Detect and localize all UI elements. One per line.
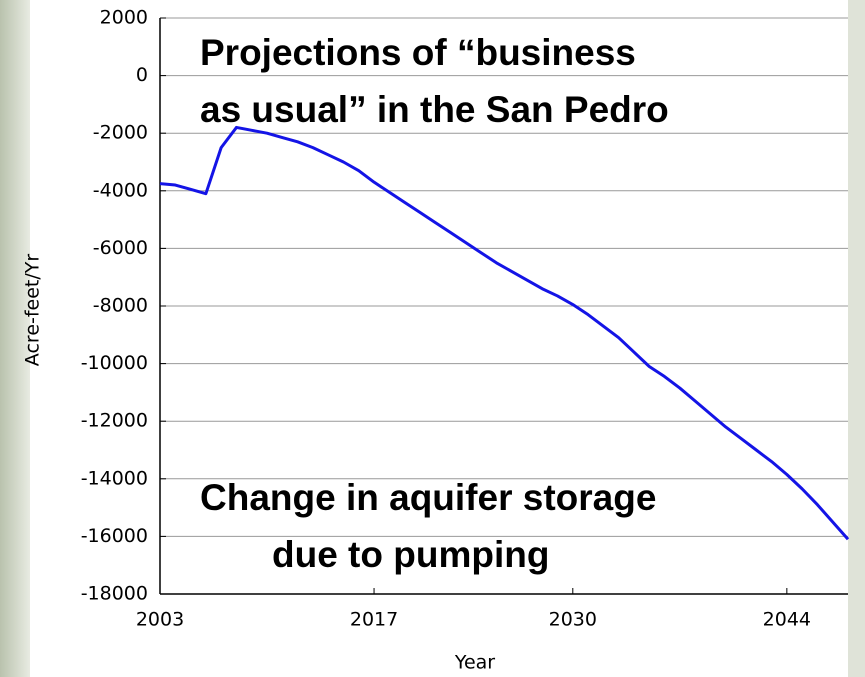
y-tick-label: -2000 bbox=[93, 122, 148, 144]
x-tick-label: 2030 bbox=[549, 609, 597, 631]
annotation: Change in aquifer storage bbox=[200, 477, 656, 518]
y-tick-label: 0 bbox=[136, 64, 148, 86]
y-tick-label: 2000 bbox=[100, 7, 148, 29]
x-tick-label: 2017 bbox=[350, 609, 398, 631]
y-axis-label: Acre-feet/Yr bbox=[22, 254, 44, 367]
y-tick-label: -18000 bbox=[81, 583, 148, 605]
annotation: due to pumping bbox=[272, 534, 549, 575]
y-tick-label: -4000 bbox=[93, 179, 148, 201]
y-tick-label: -12000 bbox=[81, 410, 148, 432]
x-axis-label: Year bbox=[454, 652, 495, 674]
y-tick-label: -14000 bbox=[81, 467, 148, 489]
x-tick-label: 2044 bbox=[763, 609, 811, 631]
chart: Acre-feet/Yr Year 2000 0 -2000 -4000 -6000 -8… bbox=[0, 0, 865, 677]
x-tick-label: 2003 bbox=[136, 609, 184, 631]
y-tick-label: -10000 bbox=[81, 352, 148, 374]
y-tick-label: -6000 bbox=[93, 237, 148, 259]
y-tick-label: -8000 bbox=[93, 295, 148, 317]
annotation: as usual” in the San Pedro bbox=[200, 89, 669, 130]
background-strip bbox=[848, 0, 865, 677]
annotation: Projections of “business bbox=[200, 32, 636, 73]
y-tick-label: -16000 bbox=[81, 525, 148, 547]
